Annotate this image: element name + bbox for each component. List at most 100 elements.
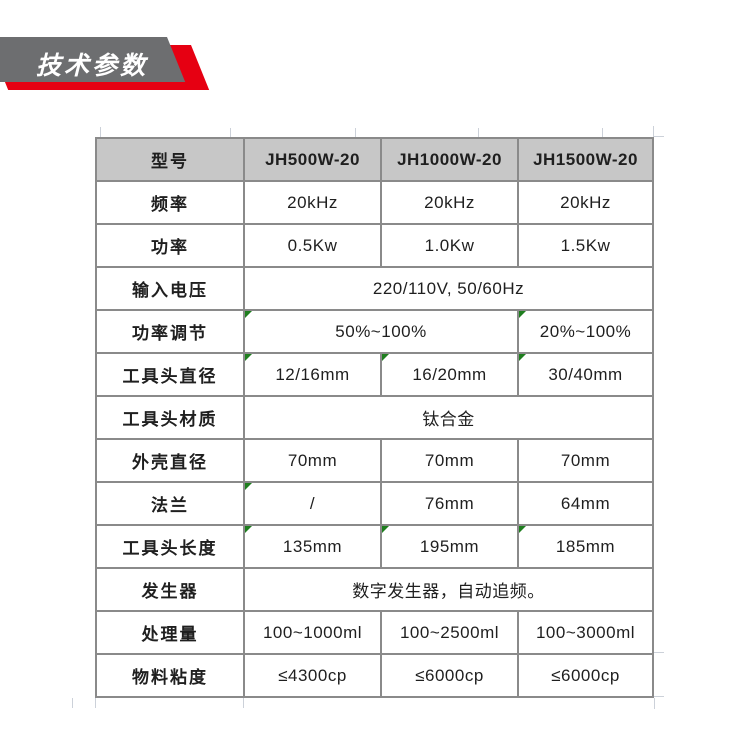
gridline-stub: [230, 128, 231, 137]
spec-value-cell: 30/40mm: [519, 354, 652, 395]
spec-value-cell-text: 12/16mm: [275, 364, 350, 384]
spec-value-cell-text: 135mm: [282, 536, 343, 556]
column-header: JH500W-20: [245, 139, 380, 180]
spec-value-cell: /: [245, 483, 380, 524]
spec-value-cell: 135mm: [245, 526, 380, 567]
row-label: 功率: [97, 225, 243, 266]
spec-value-cell: 70mm: [382, 440, 517, 481]
spec-value-cell: 20kHz: [245, 182, 380, 223]
spec-value-cell-text: 100~3000ml: [535, 622, 636, 642]
gridline-stub: [654, 696, 664, 697]
spec-value-cell: 220/110V, 50/60Hz: [245, 268, 652, 309]
gridline-stub: [478, 128, 479, 137]
spec-value-cell-text: 195mm: [419, 536, 480, 556]
spec-value-cell-text: 100~1000ml: [262, 622, 363, 642]
spec-value-cell-text: 16/20mm: [412, 364, 487, 384]
spec-value-cell: 70mm: [245, 440, 380, 481]
spec-value-cell-text: 185mm: [555, 536, 616, 556]
cell-flag-triangle-icon: [382, 354, 389, 361]
row-label-text: 处理量: [141, 625, 199, 644]
row-label-text: 功率: [151, 238, 189, 257]
gridline-stub: [602, 128, 603, 137]
gridline-stub: [654, 136, 664, 137]
spec-value-cell: 185mm: [519, 526, 652, 567]
spec-value-cell-text: ≤6000cp: [551, 665, 620, 685]
cell-flag-triangle-icon: [245, 526, 252, 533]
spec-value-cell-text: 1.0Kw: [424, 235, 475, 255]
column-header-model-text: 型号: [151, 152, 189, 171]
spec-value-cell-text: 70mm: [287, 450, 338, 470]
spec-value-cell-text: 1.5Kw: [560, 235, 611, 255]
spec-value-cell-text: 76mm: [424, 493, 475, 513]
column-header-model: 型号: [97, 139, 243, 180]
spec-value-cell-text: 钛合金: [422, 410, 475, 429]
spec-value-cell: 12/16mm: [245, 354, 380, 395]
row-label-text: 工具头材质: [122, 410, 218, 429]
row-label-text: 输入电压: [132, 281, 208, 300]
tech-params-badge: 技术参数: [0, 0, 240, 110]
spec-value-cell-text: ≤6000cp: [415, 665, 484, 685]
section-title: 技术参数: [36, 52, 149, 80]
row-label-text: 物料粘度: [132, 668, 208, 687]
spec-value-cell: 1.0Kw: [382, 225, 517, 266]
spec-value-cell-text: 0.5Kw: [287, 235, 338, 255]
cell-flag-triangle-icon: [519, 311, 526, 318]
cell-flag-triangle-icon: [519, 354, 526, 361]
spec-value-cell: 64mm: [519, 483, 652, 524]
row-label-text: 工具头直径: [122, 367, 218, 386]
spec-value-cell-text: 20kHz: [560, 192, 611, 212]
row-label-text: 发生器: [141, 582, 199, 601]
row-label: 发生器: [97, 569, 243, 610]
column-header-text: JH1000W-20: [397, 149, 502, 169]
column-header-text: JH1500W-20: [533, 149, 638, 169]
spec-value-cell: ≤4300cp: [245, 655, 380, 696]
spec-value-cell: 数字发生器，自动追频。: [245, 569, 652, 610]
row-label: 物料粘度: [97, 655, 243, 696]
cell-flag-triangle-icon: [245, 354, 252, 361]
row-label: 工具头材质: [97, 397, 243, 438]
spec-value-cell-text: 数字发生器，自动追频。: [352, 582, 545, 601]
spec-value-cell-text: 70mm: [424, 450, 475, 470]
spec-value-cell: 20%~100%: [519, 311, 652, 352]
spec-value-cell: 50%~100%: [245, 311, 517, 352]
spec-value-cell: 0.5Kw: [245, 225, 380, 266]
spec-value-cell-text: 30/40mm: [548, 364, 623, 384]
cell-flag-triangle-icon: [245, 483, 252, 490]
spec-value-cell: 100~3000ml: [519, 612, 652, 653]
spec-value-cell: 76mm: [382, 483, 517, 524]
spec-value-cell-text: 220/110V, 50/60Hz: [372, 278, 525, 298]
row-label-text: 外壳直径: [132, 453, 208, 472]
row-label-text: 频率: [151, 195, 189, 214]
row-label-text: 工具头长度: [122, 539, 218, 558]
spec-value-cell-text: 20kHz: [424, 192, 475, 212]
spec-value-cell-text: 100~2500ml: [399, 622, 500, 642]
spec-value-cell: 钛合金: [245, 397, 652, 438]
spec-value-cell-text: ≤4300cp: [278, 665, 347, 685]
spec-value-cell-text: 50%~100%: [335, 321, 427, 341]
gridline-stub: [654, 698, 655, 709]
row-label: 输入电压: [97, 268, 243, 309]
spec-value-cell: 20kHz: [382, 182, 517, 223]
spec-value-cell: 20kHz: [519, 182, 652, 223]
row-label: 功率调节: [97, 311, 243, 352]
spec-value-cell-text: /: [309, 493, 316, 513]
spec-value-cell: ≤6000cp: [519, 655, 652, 696]
row-label-text: 法兰: [151, 496, 189, 515]
spec-value-cell-text: 70mm: [560, 450, 611, 470]
column-header: JH1500W-20: [519, 139, 652, 180]
row-label-text: 功率调节: [132, 324, 208, 343]
row-label: 工具头长度: [97, 526, 243, 567]
row-label: 外壳直径: [97, 440, 243, 481]
spec-value-cell: 16/20mm: [382, 354, 517, 395]
row-label: 工具头直径: [97, 354, 243, 395]
row-label: 处理量: [97, 612, 243, 653]
gridline-stub: [653, 126, 654, 137]
gridline-stub: [243, 698, 244, 708]
column-header: JH1000W-20: [382, 139, 517, 180]
spec-value-cell: ≤6000cp: [382, 655, 517, 696]
spec-value-cell: 100~1000ml: [245, 612, 380, 653]
spec-table: 型号 JH500W-20 JH1000W-20 JH1500W-20 频率 20kHz 20…: [95, 137, 654, 698]
gridline-stub: [100, 127, 101, 137]
gridline-stub: [654, 652, 664, 653]
